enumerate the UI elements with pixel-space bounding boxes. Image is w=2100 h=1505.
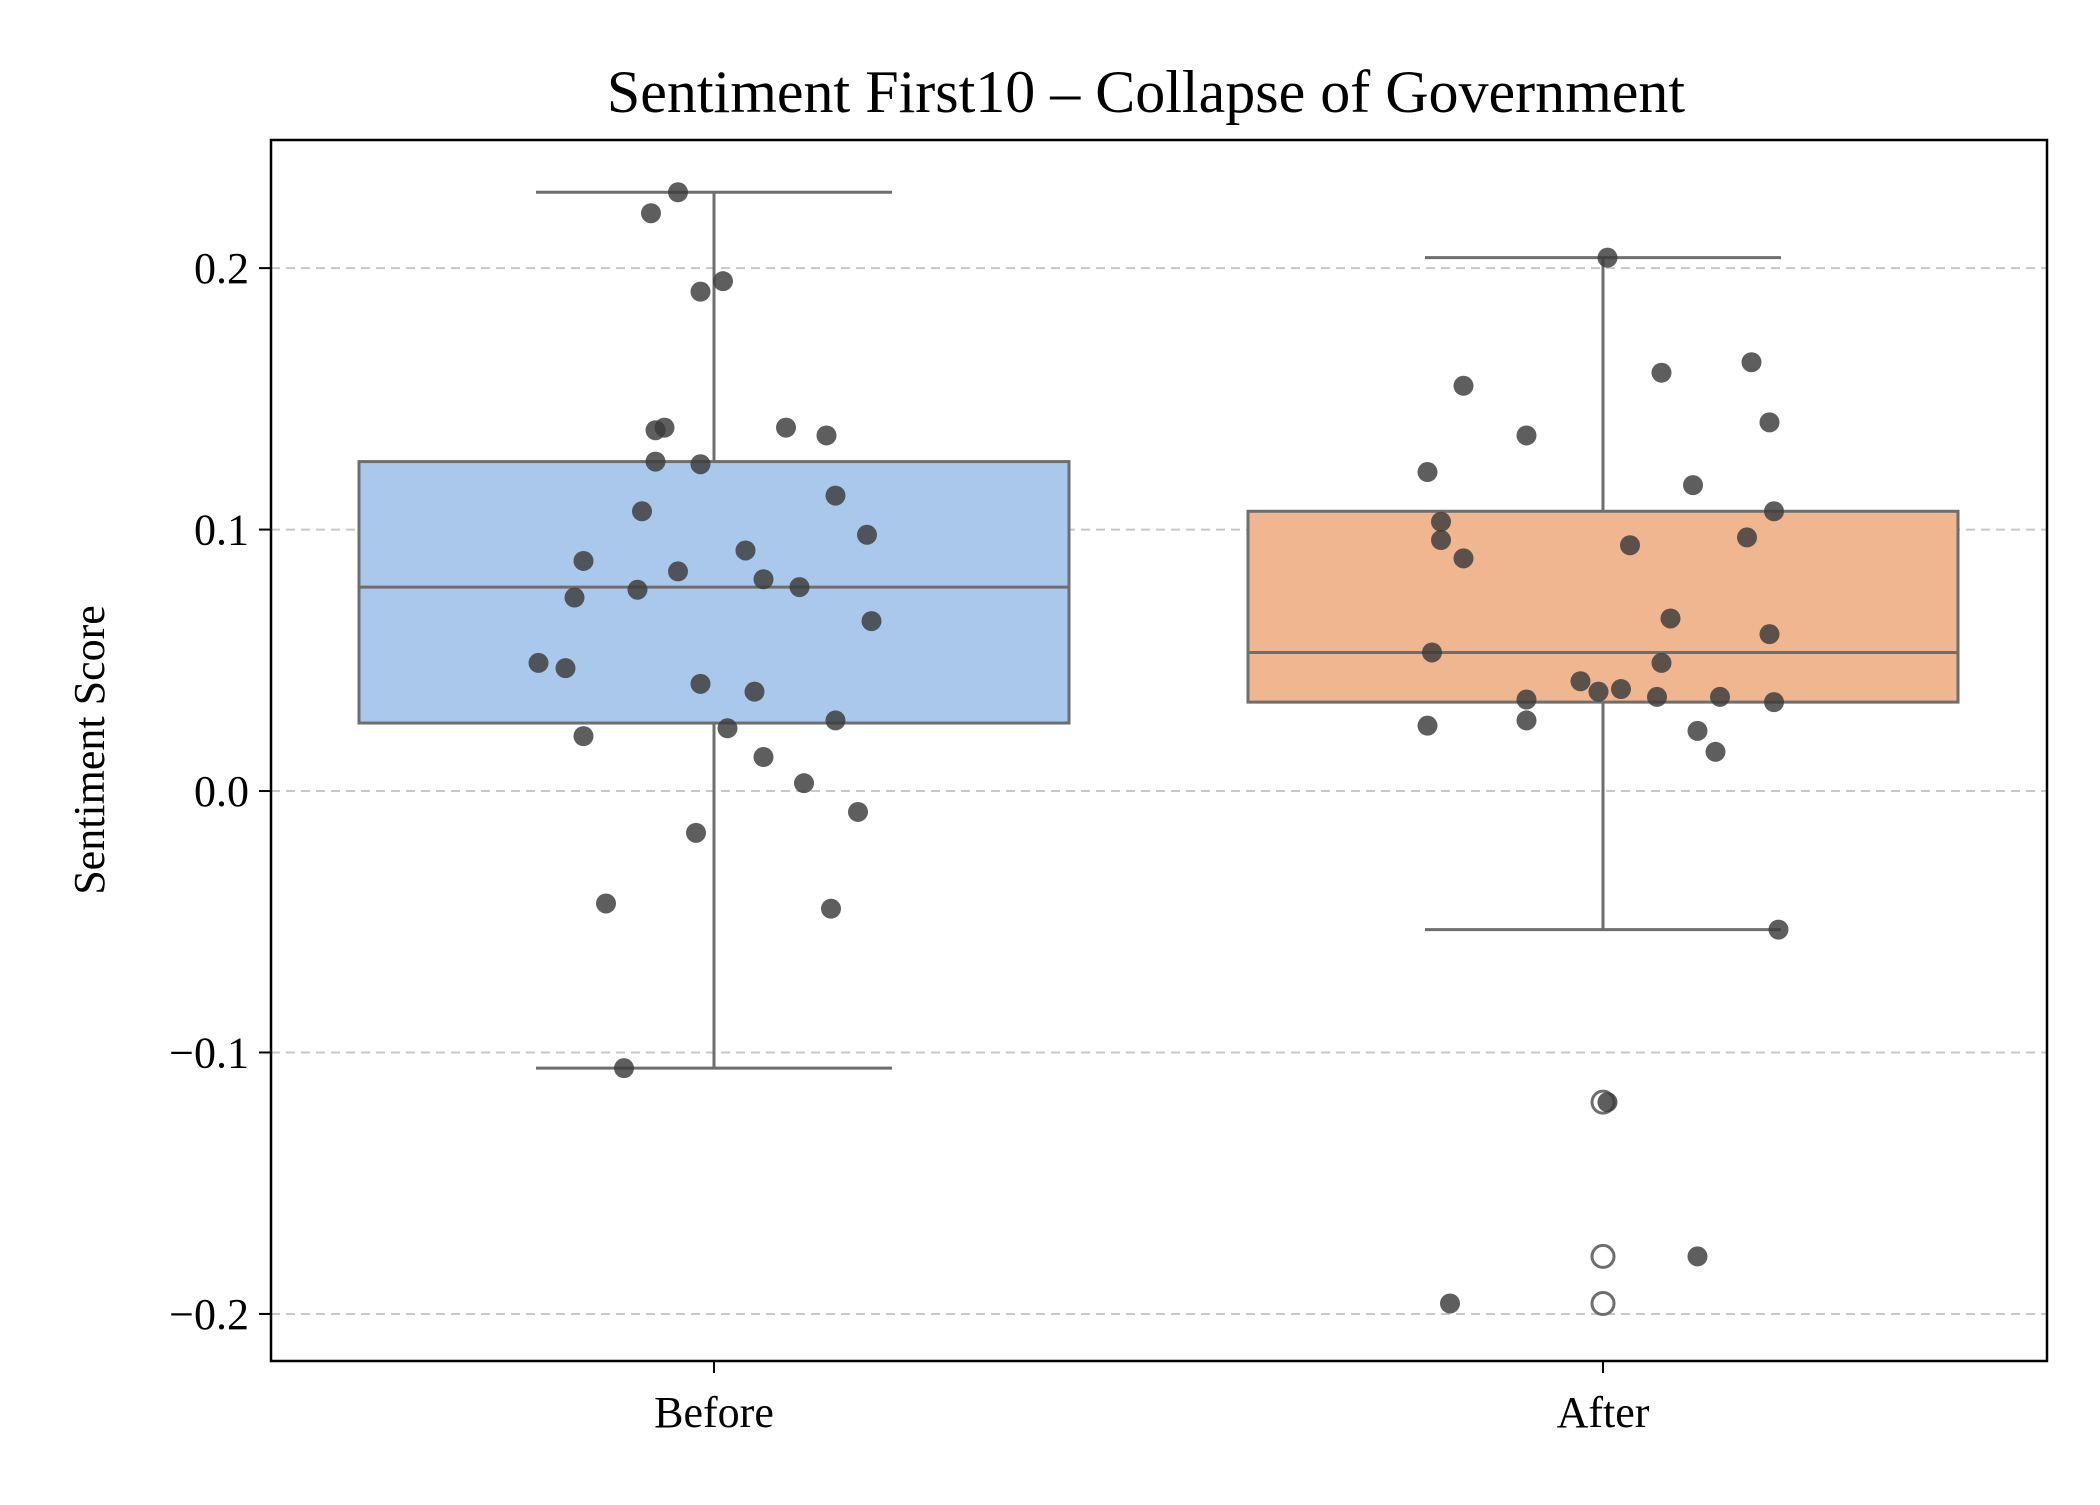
strip-point xyxy=(1453,548,1474,569)
strip-point xyxy=(1417,715,1438,736)
strip-point xyxy=(1687,1246,1708,1267)
strip-point xyxy=(794,773,814,794)
strip-point xyxy=(1516,710,1537,731)
strip-point xyxy=(717,718,738,739)
strip-point xyxy=(1422,642,1442,663)
strip-point xyxy=(1570,671,1591,692)
strip-point xyxy=(1683,475,1703,496)
y-tick-label: 0.2 xyxy=(194,244,249,293)
strip-point xyxy=(753,747,774,768)
grid xyxy=(271,267,2047,1315)
strip-point xyxy=(1660,608,1681,629)
y-tick-label: 0.1 xyxy=(194,506,249,555)
strip-point xyxy=(1759,412,1780,433)
x-tick-label: After xyxy=(1557,1388,1650,1437)
strip-point xyxy=(1764,692,1784,713)
strip-point xyxy=(825,710,846,731)
strip-point xyxy=(1768,919,1789,940)
y-tick-label: −0.2 xyxy=(169,1290,249,1339)
strip-point xyxy=(1417,462,1438,483)
strip-point xyxy=(641,203,661,224)
strip-point xyxy=(573,726,594,747)
strip-point xyxy=(528,652,549,673)
x-tick-label: Before xyxy=(654,1388,774,1437)
strip-point xyxy=(825,485,846,506)
strip-point xyxy=(744,681,765,702)
strip-points xyxy=(528,182,1789,1314)
strip-point xyxy=(1651,362,1672,383)
plot-frame xyxy=(269,138,2049,1363)
strip-point xyxy=(861,611,882,632)
boxes xyxy=(357,190,1960,1316)
strip-point xyxy=(735,540,756,561)
box-before xyxy=(357,190,1071,1070)
strip-point xyxy=(776,417,796,438)
y-tick-label: 0.0 xyxy=(194,767,249,816)
chart-title: Sentiment First10 – Collapse of Governme… xyxy=(607,59,1686,125)
strip-point xyxy=(645,451,666,472)
y-axis-label: Sentiment Score xyxy=(65,605,114,895)
x-axis: Before After xyxy=(654,1361,1650,1437)
strip-point xyxy=(1651,652,1672,673)
strip-point xyxy=(713,271,733,292)
strip-point xyxy=(1431,530,1451,551)
strip-point xyxy=(690,281,711,302)
strip-point xyxy=(690,454,711,475)
strip-point xyxy=(1431,511,1451,532)
outlier-marker xyxy=(1590,1290,1616,1316)
strip-point xyxy=(753,569,774,590)
strip-point xyxy=(690,673,711,694)
strip-point xyxy=(1516,689,1537,710)
strip-point xyxy=(1597,1092,1618,1113)
strip-point xyxy=(555,658,576,679)
y-tick-label: −0.1 xyxy=(169,1028,249,1077)
strip-point xyxy=(1620,535,1640,556)
strip-point xyxy=(1737,527,1757,548)
strip-point xyxy=(668,182,688,203)
box-body xyxy=(357,460,1071,725)
strip-point xyxy=(627,579,648,600)
strip-point xyxy=(1611,679,1631,700)
strip-point xyxy=(789,577,810,598)
strip-point xyxy=(596,893,616,914)
strip-point xyxy=(1741,352,1762,373)
strip-point xyxy=(686,822,706,843)
strip-point xyxy=(1453,375,1474,396)
strip-point xyxy=(1440,1293,1460,1314)
strip-point xyxy=(1597,247,1618,268)
outlier-marker xyxy=(1590,1243,1616,1269)
strip-point xyxy=(573,550,594,571)
strip-point xyxy=(1705,741,1726,762)
strip-point xyxy=(821,898,841,919)
y-axis: 0.2 0.1 0.0 −0.1 −0.2 xyxy=(169,244,271,1339)
strip-point xyxy=(857,524,877,545)
box-after xyxy=(1246,256,1960,1316)
strip-point xyxy=(848,801,868,822)
strip-point xyxy=(1764,501,1784,522)
strip-point xyxy=(816,425,837,446)
strip-point xyxy=(1759,624,1780,645)
strip-point xyxy=(1710,686,1730,707)
strip-point xyxy=(668,561,688,582)
strip-point xyxy=(1647,686,1667,707)
strip-point xyxy=(614,1058,634,1079)
strip-point xyxy=(564,587,585,608)
strip-point xyxy=(632,501,652,522)
strip-point xyxy=(1687,720,1708,741)
box-body xyxy=(1246,509,1960,704)
strip-point xyxy=(1516,425,1537,446)
strip-point xyxy=(645,420,666,441)
strip-point xyxy=(1588,681,1609,702)
